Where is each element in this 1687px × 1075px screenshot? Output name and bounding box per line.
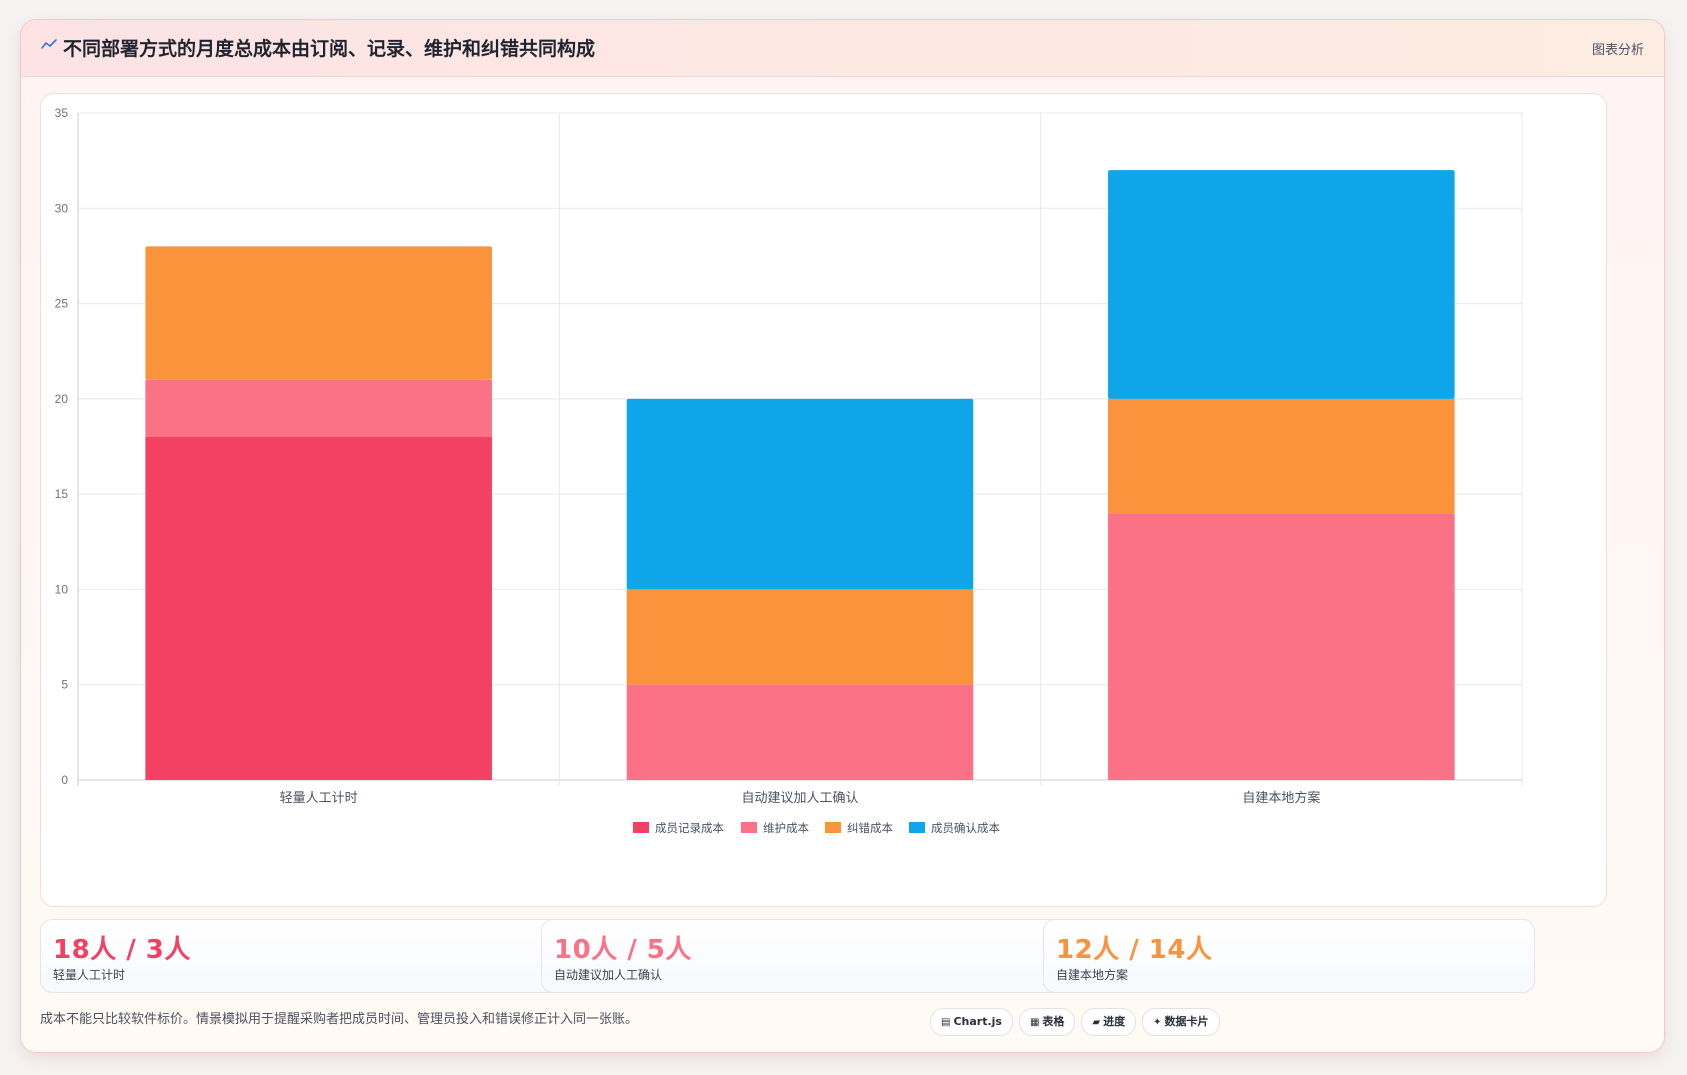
legend-label: 成员确认成本 xyxy=(931,821,1000,835)
bar-segment xyxy=(626,684,974,780)
chart-analysis-tag[interactable]: 图表分析 xyxy=(1591,43,1644,58)
y-tick-label: 25 xyxy=(55,297,69,311)
trend-line-icon xyxy=(41,39,57,49)
legend-label: 纠错成本 xyxy=(847,821,893,835)
bar-segment xyxy=(1108,513,1455,780)
page-title: 不同部署方式的月度总成本由订阅、记录、维护和纠错共同构成 xyxy=(63,38,596,60)
stat-label: 自动建议加人工确认 xyxy=(554,968,663,982)
stat-card: 10人 / 5人 自动建议加人工确认 xyxy=(541,919,1068,993)
stat-card: 18人 / 3人 轻量人工计时 xyxy=(40,919,567,993)
sparkle-icon: ✦ xyxy=(1153,1017,1162,1028)
badge-progress[interactable]: ▰ 进度 xyxy=(1081,1008,1137,1036)
bar-segment xyxy=(626,398,974,590)
stacked-bar-chart: 0 5 10 15 20 25 30 35 轻量人工计时 自动建议加人工确认 自建本地方案成员记录成… xyxy=(55,106,1523,835)
stat-label: 轻量人工计时 xyxy=(53,968,126,982)
stat-label: 自建本地方案 xyxy=(1056,968,1129,982)
y-tick-label: 20 xyxy=(55,392,69,406)
bar-segment xyxy=(1108,170,1455,399)
y-tick-label: 10 xyxy=(55,582,69,596)
badge-label: 进度 xyxy=(1103,1015,1126,1028)
chart-card: 不同部署方式的月度总成本由订阅、记录、维护和纠错共同构成 图表分析 0 5 10 15… xyxy=(20,19,1665,1053)
chart-icon: ▤ xyxy=(941,1017,951,1028)
x-tick-label: 自建本地方案 xyxy=(1242,790,1320,805)
bar-segment xyxy=(626,589,974,685)
chart-panel: 0 5 10 15 20 25 30 35 轻量人工计时 自动建议加人工确认 自建本地方案成员记录成… xyxy=(40,93,1607,907)
legend-swatch xyxy=(909,822,925,833)
feature-badges: ▤ Chart.js ▦ 表格 ▰ 进度 ✦ 数据卡片 xyxy=(930,1008,1226,1036)
y-tick-label: 35 xyxy=(55,106,69,120)
stat-value: 10人 / 5人 xyxy=(554,935,692,965)
table-icon: ▦ xyxy=(1029,1017,1040,1028)
legend-label: 维护成本 xyxy=(763,821,809,835)
footnote: 成本不能只比较软件标价。情景模拟用于提醒采购者把成员时间、管理员投入和错误修正计… xyxy=(40,1012,639,1027)
stat-card: 12人 / 14人 自建本地方案 xyxy=(1043,919,1535,993)
y-tick-label: 30 xyxy=(55,201,69,215)
badge-label: 数据卡片 xyxy=(1164,1015,1209,1028)
badge-label: 表格 xyxy=(1042,1015,1065,1028)
badge-chartjs[interactable]: ▤ Chart.js xyxy=(930,1008,1013,1036)
card-header: 不同部署方式的月度总成本由订阅、记录、维护和纠错共同构成 图表分析 xyxy=(21,20,1664,77)
bar-segment xyxy=(145,436,492,780)
badge-table[interactable]: ▦ 表格 xyxy=(1018,1008,1076,1036)
stat-cards: 18人 / 3人 轻量人工计时 10人 / 5人 自动建议加人工确认 12人 /… xyxy=(40,919,1607,993)
badge-data-cards[interactable]: ✦ 数据卡片 xyxy=(1142,1008,1220,1036)
legend-swatch xyxy=(825,822,841,833)
x-tick-label: 自动建议加人工确认 xyxy=(741,790,858,805)
bar-segment xyxy=(1108,398,1455,514)
progress-icon: ▰ xyxy=(1092,1017,1101,1028)
legend-swatch xyxy=(741,822,757,833)
stat-value: 18人 / 3人 xyxy=(53,935,191,965)
bar-segment xyxy=(145,246,492,380)
legend-label: 成员记录成本 xyxy=(655,821,724,835)
y-tick-label: 0 xyxy=(61,773,68,787)
legend-swatch xyxy=(633,822,649,833)
y-tick-label: 15 xyxy=(55,487,69,501)
y-tick-label: 5 xyxy=(61,678,68,692)
badge-label: Chart.js xyxy=(953,1015,1002,1028)
x-tick-label: 轻量人工计时 xyxy=(280,790,358,805)
stat-value: 12人 / 14人 xyxy=(1056,935,1213,965)
bar-segment xyxy=(145,379,492,437)
